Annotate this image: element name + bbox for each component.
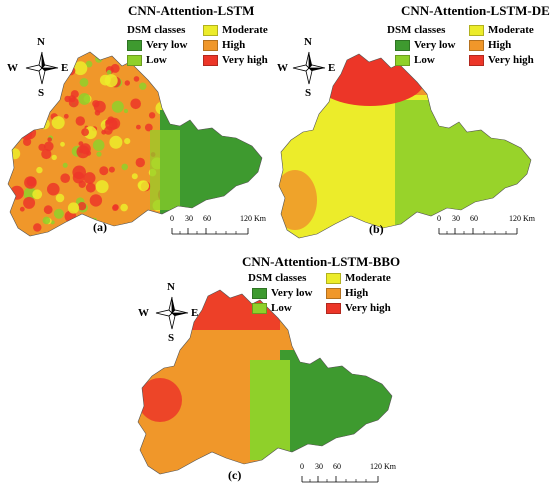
swatch-low [395,54,410,66]
panel-b: N S W E CNN-Attention-LSTM-DE DSM classe… [275,0,550,245]
swatch-moderate [203,24,218,36]
compass-w: W [277,62,288,74]
panel-c: N S W E CNN-Attention-LSTM-BBO DSM class… [130,250,430,490]
legend-item-low: Low [252,302,292,314]
swatch-high [203,39,218,51]
legend-item-very-low: Very low [127,39,187,51]
legend-item-very-low: Very low [252,287,312,299]
swatch-moderate [469,24,484,36]
swatch-low [127,54,142,66]
legend-item-low: Low [127,54,167,66]
north-arrow-icon [292,51,326,85]
panel-a: N S W E CNN-Attention-LSTM DSM classes M… [0,0,275,245]
legend-item-very-high: Very high [326,302,391,314]
compass-s: S [168,332,175,344]
legend-item-high: High [326,287,368,299]
swatch-very-low [252,287,267,299]
legend-title: DSM classes [127,24,186,36]
compass-w: W [7,62,18,74]
legend-item-very-high: Very high [469,54,534,66]
swatch-very-high [203,54,218,66]
legend-item-moderate: Moderate [203,24,268,36]
compass-n: N [304,36,312,48]
panel-title: CNN-Attention-LSTM-DE [401,3,550,18]
legend: DSM classes Moderate Very low High Low V… [387,24,547,74]
legend-item-moderate: Moderate [326,272,391,284]
map-c [137,289,393,475]
panel-label: (b) [369,222,384,236]
compass-e: E [328,62,336,74]
map-a [7,51,263,237]
scale-bar: 0 30 60 120 Km [300,462,396,483]
swatch-moderate [326,272,341,284]
swatch-very-high [469,54,484,66]
legend: DSM classes Moderate Very low High Low V… [127,24,277,74]
legend-item-low: Low [395,54,435,66]
north-arrow-icon [25,51,59,85]
legend-item-moderate: Moderate [469,24,534,36]
compass-w: W [138,307,149,319]
swatch-very-high [326,302,341,314]
legend-item-very-high: Very high [203,54,268,66]
scale-bar: 0 30 60 120 Km [437,214,535,235]
panel-label: (a) [93,220,107,234]
swatch-very-low [127,39,142,51]
panel-title: CNN-Attention-LSTM [128,3,255,18]
swatch-very-low [395,39,410,51]
compass-n: N [37,36,45,48]
legend-item-high: High [203,39,245,51]
map-b [278,53,532,239]
compass-s: S [38,87,45,99]
swatch-high [469,39,484,51]
north-arrow-icon [155,296,189,330]
compass-e: E [61,62,69,74]
legend: DSM classes Moderate Very low High Low V… [248,272,408,322]
legend-item-high: High [469,39,511,51]
legend-title: DSM classes [248,272,307,284]
swatch-high [326,287,341,299]
legend-item-very-low: Very low [395,39,455,51]
scale-bar: 0 30 60 120 Km [170,214,266,235]
compass-s: S [305,87,312,99]
legend-title: DSM classes [387,24,446,36]
compass-e: E [191,307,199,319]
compass-n: N [167,281,175,293]
swatch-low [252,302,267,314]
panel-label: (c) [228,468,242,482]
panel-title: CNN-Attention-LSTM-BBO [242,254,401,269]
